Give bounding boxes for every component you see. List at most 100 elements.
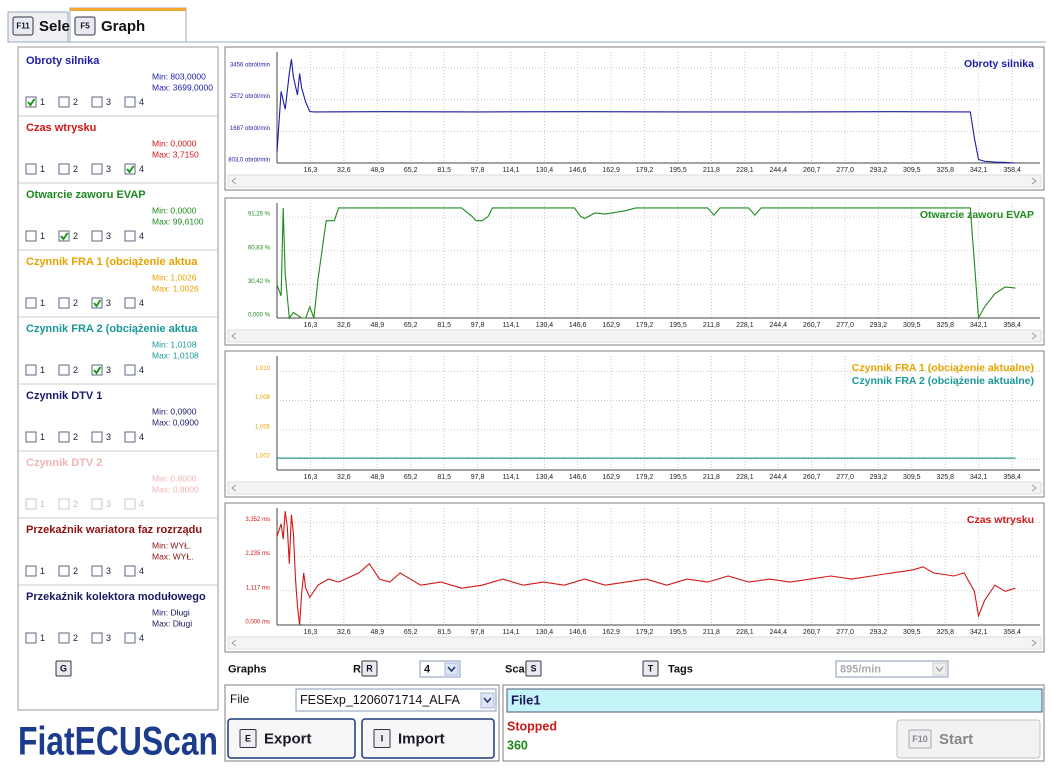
graph-checkbox[interactable]: 3 bbox=[91, 565, 111, 577]
checkbox-label: 3 bbox=[106, 633, 111, 643]
graph-checkbox[interactable]: 1 bbox=[25, 632, 45, 644]
x-tick-label: 65,2 bbox=[404, 474, 418, 481]
checkbox-label: 2 bbox=[73, 432, 78, 442]
checkbox-box bbox=[25, 230, 37, 242]
x-tick-label: 342,1 bbox=[970, 167, 988, 174]
checkbox-box bbox=[58, 163, 70, 175]
graph-checkbox[interactable]: 1 bbox=[25, 565, 45, 577]
checkbox-box bbox=[91, 163, 103, 175]
y-tick-label: 1,005 bbox=[255, 424, 271, 430]
series-line bbox=[276, 59, 1016, 164]
graph-checkbox[interactable]: 4 bbox=[124, 431, 144, 443]
graph-checkbox[interactable]: 3 bbox=[91, 230, 111, 242]
graph-checkbox[interactable]: 3 bbox=[91, 96, 111, 108]
graph-checkbox[interactable]: 2 bbox=[58, 163, 78, 175]
graph-checkbox[interactable]: 1 bbox=[25, 96, 45, 108]
graph-checkbox[interactable]: 2 bbox=[58, 96, 78, 108]
x-tick-label: 358,4 bbox=[1003, 167, 1021, 174]
graph-checkbox[interactable]: 3 bbox=[91, 163, 111, 175]
checkbox-box bbox=[124, 431, 136, 443]
graph-checkbox[interactable]: 2 bbox=[58, 431, 78, 443]
control-label: Tags bbox=[668, 663, 693, 675]
x-tick-label: 48,9 bbox=[370, 474, 384, 481]
checkbox-label: 1 bbox=[40, 298, 45, 308]
x-tick-label: 65,2 bbox=[404, 167, 418, 174]
checkbox-label: 3 bbox=[106, 499, 111, 509]
key-badge bbox=[55, 660, 72, 677]
button-label: Export bbox=[264, 730, 312, 747]
x-tick-label: 16,3 bbox=[304, 474, 318, 481]
checkbox-label: 1 bbox=[40, 432, 45, 442]
graph-checkbox[interactable]: 1 bbox=[25, 230, 45, 242]
x-tick-label: 325,8 bbox=[936, 474, 954, 481]
x-tick-label: 293,2 bbox=[870, 322, 888, 329]
y-tick-label: 0,000 % bbox=[248, 313, 271, 319]
file-dropdown[interactable]: FESExp_1206071714_ALFA bbox=[295, 688, 497, 712]
horizontal-scrollbar[interactable] bbox=[227, 329, 1042, 343]
y-tick-label: 2572 obrót/min bbox=[230, 94, 270, 100]
graph-checkbox[interactable]: 4 bbox=[124, 364, 144, 376]
graph-checkbox[interactable]: 2 bbox=[58, 297, 78, 309]
horizontal-scrollbar[interactable] bbox=[227, 636, 1042, 650]
checkbox-label: 1 bbox=[40, 164, 45, 174]
x-tick-label: 195,5 bbox=[669, 629, 687, 636]
x-tick-label: 162,9 bbox=[602, 474, 620, 481]
key-badge-label: F10 bbox=[912, 734, 928, 744]
graph-checkbox[interactable]: 1 bbox=[25, 364, 45, 376]
key-badge bbox=[525, 660, 542, 677]
horizontal-scrollbar[interactable] bbox=[227, 174, 1042, 188]
x-tick-label: 16,3 bbox=[304, 167, 318, 174]
graph-checkbox[interactable]: 1 bbox=[25, 163, 45, 175]
checkbox-box bbox=[91, 498, 103, 510]
graph-checkbox[interactable]: 4 bbox=[124, 230, 144, 242]
parameter-block: Czynnik FRA 1 (obciążenie aktua Min: 1,00… bbox=[18, 249, 218, 309]
checkbox-box bbox=[25, 96, 37, 108]
graph-checkbox[interactable]: 4 bbox=[124, 565, 144, 577]
graph-checkbox[interactable]: 3 bbox=[91, 632, 111, 644]
button[interactable]: E Export bbox=[227, 718, 356, 759]
graph-checkbox[interactable]: 3 bbox=[91, 297, 111, 309]
graph-checkbox[interactable]: 2 bbox=[58, 230, 78, 242]
graph-checkbox[interactable]: 1 bbox=[25, 431, 45, 443]
graph-checkbox[interactable]: 3 bbox=[91, 364, 111, 376]
y-tick-label: 3456 obrót/min bbox=[230, 62, 270, 68]
checkbox-box bbox=[25, 297, 37, 309]
scroll-right bbox=[1031, 177, 1037, 185]
scroll-right bbox=[1031, 484, 1037, 492]
graph-checkbox[interactable]: 2 bbox=[58, 565, 78, 577]
x-tick-label: 228,1 bbox=[736, 322, 754, 329]
control[interactable]: T Tags bbox=[642, 660, 693, 677]
parameter-max: Max: WYŁ. bbox=[152, 551, 194, 561]
key-badge-label: R bbox=[366, 663, 373, 673]
graph-checkbox[interactable]: 2 bbox=[58, 364, 78, 376]
tab[interactable]: F5 Graph bbox=[69, 7, 187, 43]
graph-checkbox[interactable]: 1 bbox=[25, 297, 45, 309]
chart: 1,002 1,005 1,008 1,010 16,3 32,6 48,9 65,2 81,5… bbox=[224, 350, 1045, 498]
graph-checkbox[interactable]: 2 bbox=[58, 632, 78, 644]
key-badge-label: F5 bbox=[80, 22, 90, 31]
graph-checkbox[interactable]: 4 bbox=[124, 297, 144, 309]
y-tick-label: 2,235 ms bbox=[245, 551, 270, 557]
series-line bbox=[276, 511, 1016, 626]
checkbox-box bbox=[58, 565, 70, 577]
x-tick-label: 97,8 bbox=[471, 322, 485, 329]
x-tick-label: 32,6 bbox=[337, 167, 351, 174]
checkbox-box bbox=[58, 297, 70, 309]
legend-entry: Czynnik FRA 1 (obciążenie aktualne) bbox=[852, 362, 1034, 374]
horizontal-scrollbar[interactable] bbox=[227, 481, 1042, 495]
dropdown[interactable]: 4 bbox=[419, 660, 461, 678]
x-tick-label: 228,1 bbox=[736, 629, 754, 636]
button[interactable]: I Import bbox=[361, 718, 495, 759]
checkbox-label: 4 bbox=[139, 164, 144, 174]
legend-entry: Otwarcie zaworu EVAP bbox=[920, 209, 1034, 221]
graph-checkbox[interactable]: 4 bbox=[124, 96, 144, 108]
x-tick-label: 309,5 bbox=[903, 474, 921, 481]
checkbox-box bbox=[124, 230, 136, 242]
graph-checkbox[interactable]: 4 bbox=[124, 163, 144, 175]
checkbox-box bbox=[58, 498, 70, 510]
x-tick-label: 244,4 bbox=[770, 167, 788, 174]
graph-checkbox[interactable]: 3 bbox=[91, 431, 111, 443]
graph-checkbox[interactable]: 4 bbox=[124, 632, 144, 644]
checkbox-label: 4 bbox=[139, 298, 144, 308]
